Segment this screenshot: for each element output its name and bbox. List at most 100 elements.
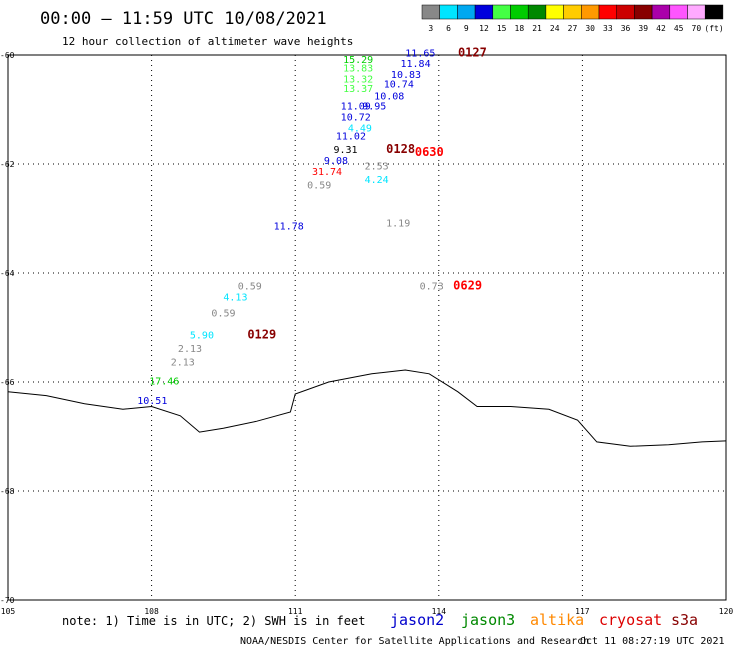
lat-tick-label: -70 <box>0 596 15 605</box>
scale-swatch <box>439 4 458 20</box>
scale-swatch <box>510 4 529 20</box>
scale-label: 12 <box>479 24 489 33</box>
wave-height-label: 4.49 <box>348 123 372 134</box>
lon-tick-label: 105 <box>1 607 16 616</box>
scale-label: 45 <box>674 24 684 33</box>
scale-swatch <box>421 4 440 20</box>
wave-height-label: 9.31 <box>333 145 357 156</box>
scale-swatch <box>598 4 617 20</box>
wave-height-label: 11.78 <box>274 221 304 232</box>
scale-label: 18 <box>515 24 525 33</box>
satellite-label-jason2: jason2 <box>390 611 444 629</box>
pass-time-label: 0127 <box>458 46 487 60</box>
color-scale-legend: 3 6 9 12 15 18 21 24 27 30 33 36 39 42 45 70 (ft) <box>421 4 724 33</box>
lat-lon-grid <box>8 55 726 600</box>
wave-height-label: 0.73 <box>420 281 444 292</box>
footer-timestamp: Oct 11 08:27:19 UTC 2021 <box>580 636 725 647</box>
lon-tick-label: 108 <box>144 607 159 616</box>
satellite-label-s3a: s3a <box>671 611 698 629</box>
scale-swatch <box>545 4 564 20</box>
coastline-path <box>7 369 727 447</box>
wave-height-label: 4.24 <box>365 175 389 186</box>
wave-height-label: 1.19 <box>386 219 410 230</box>
scale-label: 6 <box>446 24 451 33</box>
lon-tick-label: 120 <box>719 607 734 616</box>
wave-height-label: 15.29 <box>343 55 373 66</box>
scale-swatch <box>634 4 653 20</box>
wave-height-label: 10.83 <box>391 70 421 81</box>
wave-height-label: 13.32 <box>343 74 373 85</box>
scale-label: 30 <box>585 24 595 33</box>
scale-label: 3 <box>428 24 433 33</box>
pass-time-label: 0129 <box>247 327 276 341</box>
lat-tick-label: -66 <box>0 378 15 387</box>
scale-label: 21 <box>532 24 542 33</box>
wave-height-label: 9.08 <box>324 156 348 167</box>
wave-height-label: 0.59 <box>238 281 262 292</box>
wave-height-label: 0.59 <box>307 181 331 192</box>
wave-height-label: 2.13 <box>178 344 202 355</box>
pass-time-label: 0128 <box>386 142 415 156</box>
wave-height-label: 9.95 <box>362 102 386 113</box>
scale-swatch <box>474 4 494 20</box>
satellite-label-altika: altika <box>530 611 584 629</box>
wave-height-label: 11.65 <box>405 49 435 60</box>
wave-height-label: 2.53 <box>365 161 389 172</box>
satellite-legend: jason2 jason3 altika cryosat s3a <box>390 611 698 629</box>
scale-swatch <box>704 4 724 20</box>
map-frame <box>7 54 727 601</box>
wave-height-label: 2.13 <box>171 358 195 369</box>
map-title: 00:00 – 11:59 UTC 10/08/2021 <box>40 9 327 29</box>
scale-swatch <box>492 4 511 20</box>
wave-height-label: 13.37 <box>343 84 373 95</box>
satellite-label-cryosat: cryosat <box>599 611 662 629</box>
scale-swatch <box>581 4 600 20</box>
footer-note: note: 1) Time is in UTC; 2) SWH is in fe… <box>62 614 365 628</box>
coastline <box>7 369 727 447</box>
satellite-label-jason3: jason3 <box>461 611 515 629</box>
scale-swatch <box>651 4 671 20</box>
lat-tick-label: -68 <box>0 487 15 496</box>
pass-time-label: 0629 <box>453 278 482 292</box>
scale-swatch <box>563 4 582 20</box>
lon-tick-label: 114 <box>432 607 447 616</box>
lon-tick-label: 117 <box>575 607 590 616</box>
scale-swatch <box>457 4 476 20</box>
scale-label: 24 <box>550 24 560 33</box>
lat-tick-label: -64 <box>0 269 15 278</box>
wave-height-label: 10.74 <box>384 80 414 91</box>
scale-swatch <box>669 4 688 20</box>
lat-tick-label: -60 <box>0 51 15 60</box>
wave-height-label: 11.84 <box>401 59 431 70</box>
scale-swatch <box>527 4 547 20</box>
pass-time-label: 0630 <box>415 145 444 159</box>
wave-height-label: 5.90 <box>190 330 214 341</box>
lon-tick-label: 111 <box>288 607 303 616</box>
wave-height-label: 11.09 <box>341 102 371 113</box>
scale-swatch <box>616 4 635 20</box>
scale-label: 33 <box>603 24 613 33</box>
wave-height-label: 13.83 <box>343 63 373 74</box>
footer-credit: NOAA/NESDIS Center for Satellite Applica… <box>240 636 589 647</box>
scale-swatch <box>687 4 706 20</box>
wave-height-label: 10.08 <box>374 92 404 103</box>
wave-height-label: 10.72 <box>341 112 371 123</box>
wave-height-label: 31.74 <box>312 167 342 178</box>
wave-height-label: 4.13 <box>223 292 247 303</box>
scale-label: 39 <box>638 24 648 33</box>
lat-tick-label: -62 <box>0 160 15 169</box>
scale-label: 70 <box>692 24 702 33</box>
wave-height-label: 17.46 <box>149 377 179 388</box>
scale-label: 15 <box>497 24 507 33</box>
wave-height-label: 11.02 <box>336 131 366 142</box>
map-subtitle: 12 hour collection of altimeter wave hei… <box>62 35 353 48</box>
axis-ticks: 105 108 111 114 117 120 -60 -62 -64 -66 -68 -70 <box>0 51 733 616</box>
scale-label: 27 <box>568 24 578 33</box>
wave-height-label: 0.59 <box>211 309 235 320</box>
scale-label: 9 <box>464 24 469 33</box>
scale-label: 36 <box>621 24 631 33</box>
scale-label: (ft) <box>704 24 723 33</box>
scale-label: 42 <box>656 24 666 33</box>
